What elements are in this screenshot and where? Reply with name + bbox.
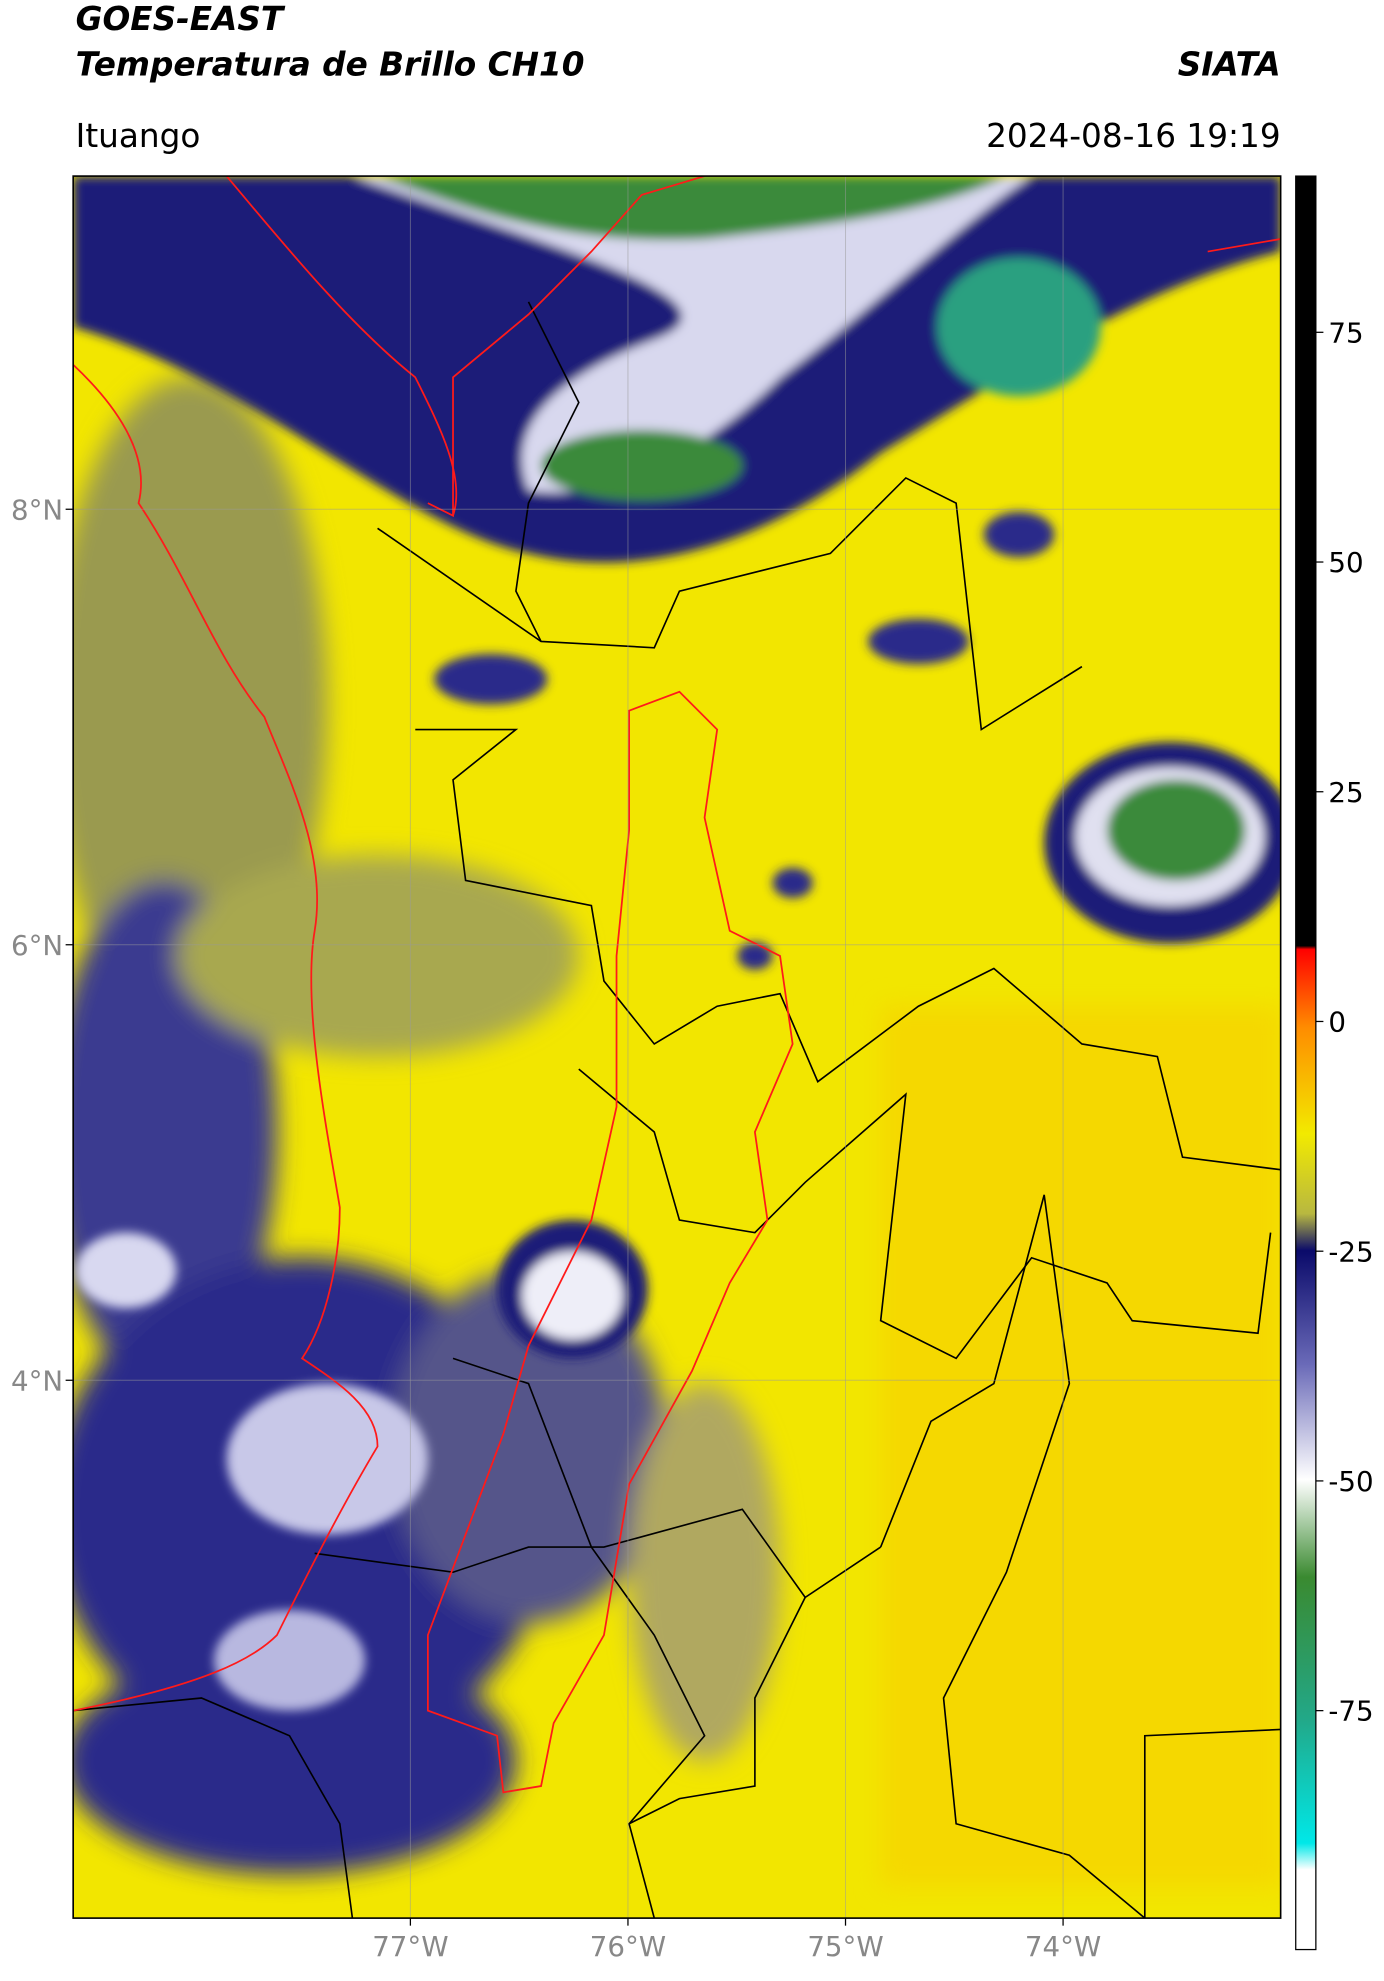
colorbar-tick-label: 0 [1328,1006,1346,1039]
colorbar-tick-label: 50 [1328,546,1363,579]
datetime: 2024-08-16 19:19 [986,117,1281,155]
x-tick-label: 76°W [590,1930,666,1963]
source: SIATA [1178,45,1281,83]
grid [73,176,1281,1919]
map-frame [72,175,1282,1919]
map [73,176,1281,1919]
x-tick-label: 75°W [807,1930,883,1963]
title: GOES-EAST [76,0,286,38]
axes: 8°N 6°N 4°N 77°W 76°W 75°W 74°W 75 50 25 0 -25 -50 -7… [11,316,1374,1962]
colorbar-tick-label: -50 [1328,1465,1373,1498]
colorbar-tick-label: 25 [1328,776,1363,809]
colorbar [1295,175,1317,1951]
y-tick-label: 6°N [11,929,63,962]
subtitle: Temperatura de Brillo CH10 [76,45,585,83]
x-tick-label: 74°W [1025,1930,1101,1963]
colorbar-tick-label: -25 [1328,1235,1373,1268]
colorbar-tick-label: 75 [1328,316,1363,349]
location: Ituango [76,117,201,155]
x-tick-label: 77°W [372,1930,448,1963]
y-tick-label: 4°N [11,1364,63,1397]
y-tick-label: 8°N [11,493,63,526]
colorbar-tick-label: -75 [1328,1695,1373,1728]
